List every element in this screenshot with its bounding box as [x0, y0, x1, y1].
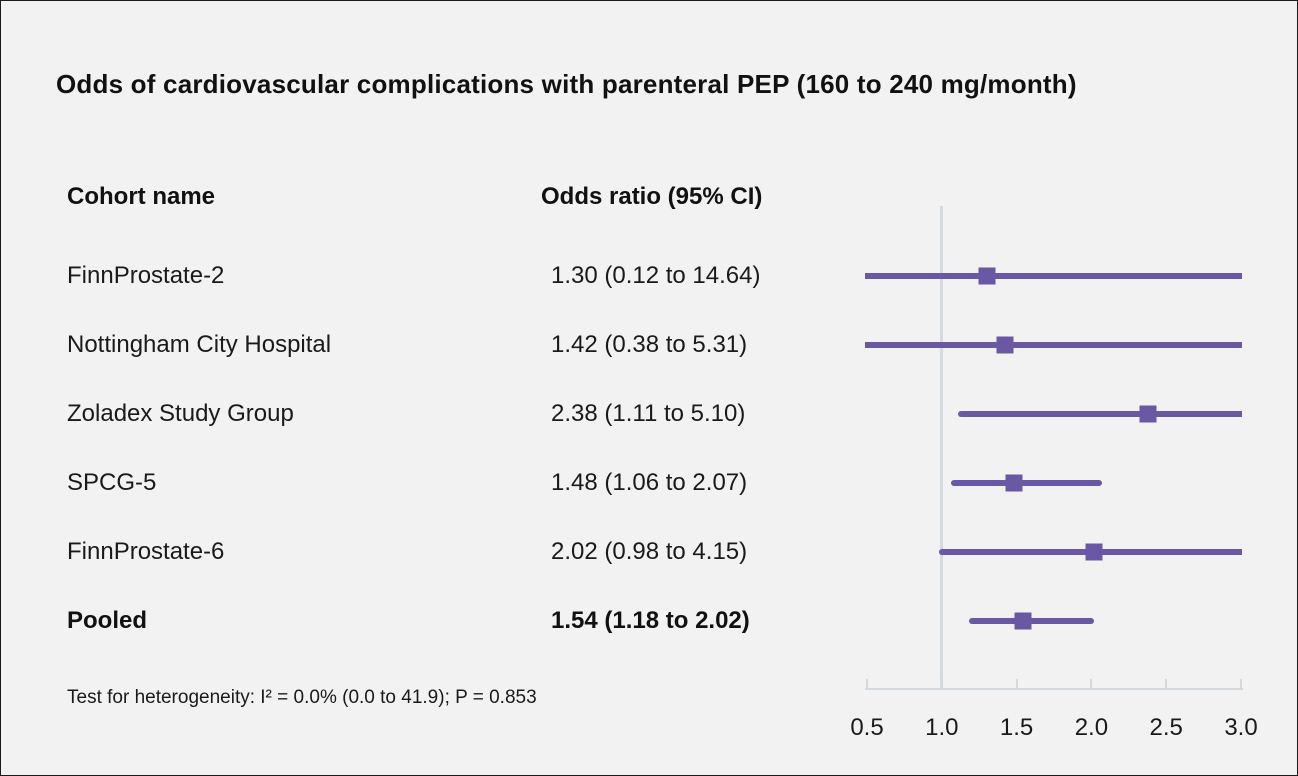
x-axis-tick — [1165, 679, 1168, 688]
cohort-label: SPCG-5 — [67, 469, 157, 496]
heterogeneity-footnote: Test for heterogeneity: I² = 0.0% (0.0 t… — [67, 687, 537, 708]
point-estimate-marker — [996, 336, 1014, 354]
point-estimate-marker — [1014, 612, 1032, 630]
odds-ratio-value: 2.02 (0.98 to 4.15) — [551, 538, 748, 565]
confidence-interval-line — [968, 618, 1095, 624]
confidence-interval-line — [958, 411, 1242, 417]
x-axis-tick — [1240, 679, 1242, 688]
point-estimate-marker — [1139, 405, 1157, 423]
point-estimate-marker — [1005, 474, 1023, 492]
x-axis-tick — [940, 679, 943, 688]
cohort-label: Zoladex Study Group — [67, 400, 294, 427]
confidence-interval-line — [865, 273, 1242, 279]
x-axis-tick-label: 2.5 — [1149, 714, 1183, 741]
column-header-cohort: Cohort name — [67, 183, 216, 210]
column-header-odds-ratio: Odds ratio (95% CI) — [541, 183, 763, 210]
cohort-label: Pooled — [67, 607, 148, 634]
odds-ratio-value: 2.38 (1.11 to 5.10) — [551, 400, 746, 427]
x-axis-line — [865, 688, 1243, 690]
odds-ratio-value: 1.54 (1.18 to 2.02) — [551, 607, 750, 634]
point-estimate-marker — [1085, 543, 1103, 561]
x-axis-tick-label: 3.0 — [1224, 714, 1258, 741]
x-axis-tick-label: 1.5 — [999, 714, 1034, 741]
x-axis-tick-label: 1.0 — [925, 714, 959, 741]
cohort-label: Nottingham City Hospital — [67, 331, 332, 358]
odds-ratio-value: 1.48 (1.06 to 2.07) — [551, 469, 748, 496]
cohort-label: FinnProstate-6 — [67, 538, 225, 565]
point-estimate-marker — [978, 267, 996, 285]
confidence-interval-line — [950, 480, 1102, 486]
confidence-interval-line — [865, 342, 1242, 348]
reference-line-1-0 — [940, 206, 944, 688]
x-axis-tick-label: 2.0 — [1074, 714, 1109, 741]
x-axis-tick — [1090, 679, 1093, 688]
odds-ratio-value: 1.42 (0.38 to 5.31) — [551, 331, 748, 358]
odds-ratio-value: 1.30 (0.12 to 14.64) — [551, 262, 761, 289]
x-axis-tick — [866, 679, 868, 688]
x-axis-tick — [1015, 679, 1018, 688]
page-title: Odds of cardiovascular complications wit… — [56, 69, 1077, 99]
cohort-label: FinnProstate-2 — [67, 262, 225, 289]
x-axis-tick-label: 0.5 — [850, 714, 884, 741]
